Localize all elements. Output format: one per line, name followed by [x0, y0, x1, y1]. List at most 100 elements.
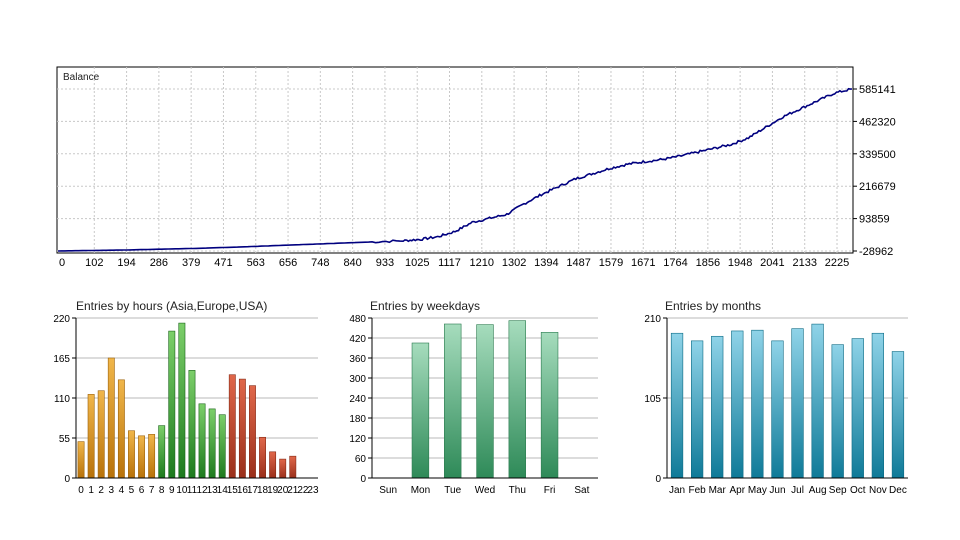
- hours-x-tick-label: 9: [169, 485, 175, 496]
- week-y-tick-label: 60: [355, 454, 367, 465]
- hours-bar: [289, 455, 297, 479]
- hours-x-tick-label: 15: [227, 485, 239, 496]
- balance-x-tick-label: 748: [311, 257, 329, 269]
- weekdays-y-ticks: 480 420 360 300 240 180 120 60 0: [349, 314, 598, 485]
- week-y-tick-label: 240: [349, 394, 366, 405]
- months-title: Entries by months: [665, 299, 761, 313]
- hours-bar: [238, 378, 246, 479]
- week-bar: [444, 323, 462, 479]
- balance-title: Balance: [63, 72, 100, 83]
- month-y-tick-label: 105: [644, 394, 661, 405]
- months-bars: [670, 323, 905, 479]
- balance-y-tick-label: 585141: [859, 84, 896, 96]
- month-x-tick-label: Jan: [669, 485, 685, 496]
- month-bar: [731, 330, 744, 479]
- month-bar: [670, 332, 684, 479]
- week-bar: [540, 332, 559, 479]
- week-y-tick-label: 480: [349, 314, 366, 325]
- week-x-tick-label: Fri: [544, 485, 556, 496]
- hours-bar: [198, 403, 206, 479]
- hours-x-tick-label: 19: [267, 485, 279, 496]
- balance-y-tick-label: 462320: [859, 116, 896, 128]
- month-x-tick-label: Mar: [709, 485, 727, 496]
- balance-x-tick-label: 286: [150, 257, 168, 269]
- week-y-tick-label: 120: [349, 434, 366, 445]
- hours-x-tick-label: 20: [277, 485, 289, 496]
- hours-x-tick-label: 10: [176, 485, 188, 496]
- hours-x-tick-label: 16: [237, 485, 249, 496]
- week-x-tick-label: Tue: [444, 485, 461, 496]
- hours-x-tick-label: 23: [307, 485, 319, 496]
- hours-x-tick-label: 21: [287, 485, 299, 496]
- hours-y-tick-label: 55: [59, 434, 71, 445]
- month-bar: [851, 338, 864, 479]
- month-bar: [891, 351, 905, 479]
- hours-bar: [148, 434, 156, 479]
- balance-x-tick-label: 2225: [825, 257, 849, 269]
- month-bar: [771, 340, 784, 479]
- balance-chart: Balance 0 102 194 286 379 471 563 656 748 840 933 1…: [56, 66, 896, 269]
- hours-x-tick-label: 1: [88, 485, 94, 496]
- balance-x-tick-label: 1764: [663, 257, 687, 269]
- month-x-tick-label: Sep: [829, 485, 847, 496]
- week-x-tick-label: Sun: [379, 485, 397, 496]
- balance-x-tick-label: 2041: [760, 257, 784, 269]
- hours-x-tick-label: 8: [159, 485, 165, 496]
- weekdays-chart: Entries by weekdays 480 420 360 300 240 180 12…: [349, 299, 598, 496]
- month-bar: [831, 344, 844, 479]
- balance-x-tick-label: 840: [343, 257, 361, 269]
- week-y-tick-label: 360: [349, 354, 366, 365]
- hours-bar: [158, 425, 166, 479]
- hours-bar: [97, 390, 105, 479]
- month-x-tick-label: Apr: [730, 485, 746, 496]
- hours-bar: [279, 458, 287, 479]
- week-x-tick-label: Sat: [574, 485, 589, 496]
- hours-y-tick-label: 220: [53, 314, 70, 325]
- balance-x-tick-label: 2133: [792, 257, 816, 269]
- hours-y-ticks: 220 165 110 55 0: [53, 314, 318, 485]
- month-x-tick-label: Feb: [689, 485, 707, 496]
- balance-grid: [57, 67, 853, 253]
- hours-y-tick-label: 110: [54, 394, 70, 405]
- balance-x-tick-label: 1671: [631, 257, 655, 269]
- hours-y-tick-label: 165: [53, 354, 70, 365]
- month-x-tick-label: Aug: [809, 485, 827, 496]
- month-bar: [791, 328, 804, 479]
- week-y-tick-label: 0: [360, 474, 366, 485]
- hours-bar: [259, 436, 266, 479]
- balance-x-tick-label: 1487: [566, 257, 590, 269]
- hours-x-tick-label: 14: [217, 485, 229, 496]
- hours-x-tick-label: 3: [109, 485, 115, 496]
- hours-bar: [168, 330, 176, 479]
- hours-x-tick-label: 7: [149, 485, 155, 496]
- hours-x-tick-label: 17: [247, 485, 259, 496]
- hours-x-tick-label: 0: [78, 485, 84, 496]
- balance-y-tick-label: 216679: [859, 181, 896, 193]
- month-bar: [711, 335, 724, 479]
- hours-bar: [249, 385, 256, 479]
- hours-x-tick-label: 2: [98, 485, 104, 496]
- months-chart: Entries by months 210 105 0 Jan Feb Mar Apr Ma…: [644, 299, 908, 496]
- week-x-tick-label: Mon: [411, 485, 430, 496]
- balance-x-tick-label: 1579: [599, 257, 623, 269]
- balance-x-tick-label: 1025: [405, 257, 429, 269]
- hours-chart: Entries by hours (Asia,Europe,USA) 22016…: [53, 299, 319, 496]
- balance-x-ticks: 0 102 194 286 379 471 563 656 748 840 933 1025 1117 1…: [59, 257, 849, 269]
- balance-x-tick-label: 1948: [728, 257, 752, 269]
- balance-y-tick-label: 93859: [859, 214, 890, 226]
- balance-x-tick-label: 1210: [470, 257, 494, 269]
- balance-x-tick-label: 102: [85, 257, 103, 269]
- months-y-ticks: 210 105 0: [644, 314, 908, 485]
- hours-bar: [188, 370, 196, 479]
- week-bar: [508, 320, 526, 479]
- hours-bar: [117, 379, 125, 479]
- hours-x-tick-label: 5: [129, 485, 135, 496]
- balance-y-tick-label: 339500: [859, 149, 896, 161]
- balance-x-tick-label: 563: [247, 257, 265, 269]
- month-y-tick-label: 0: [655, 474, 661, 485]
- hours-x-tick-label: 11: [187, 485, 198, 496]
- month-bar: [811, 323, 824, 479]
- weekdays-title: Entries by weekdays: [370, 299, 480, 313]
- week-y-tick-label: 180: [349, 414, 366, 425]
- hours-x-tick-label: 12: [196, 485, 208, 496]
